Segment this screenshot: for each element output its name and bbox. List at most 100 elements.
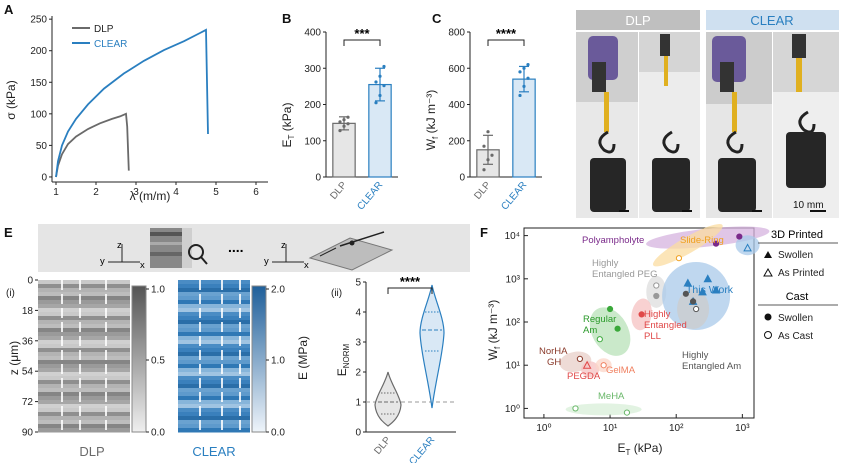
f-legend-swollen-marker [764,251,772,258]
c-point [522,66,526,70]
f-region-slide-ring [652,224,723,267]
e-dlp-map-row [38,424,130,429]
b-ytick-label: 200 [304,100,321,111]
f-point-polyampholyte [712,240,720,247]
e-dlp-map-row [38,312,130,317]
e-dlp-map-row [38,360,130,365]
a-xtick-label: 3 [133,187,139,198]
b-ytick-label: 0 [315,173,321,184]
f-ytick-label: 10⁴ [505,231,520,242]
ev-violin-dlp [374,371,402,427]
d-clear-header: CLEAR [750,13,793,28]
e-modulus-maps: 1.0 0.5 0.0 2.0 1.0 0.0 0 18 36 54 72 90 [22,276,285,439]
f-point-this-work [683,278,693,287]
panel-b: B 0 100 200 300 400 DLP CLEAR *** ET (kPa) [280,11,398,212]
e-dlp-map-row [38,340,130,345]
e-colorbar-2 [251,285,267,433]
f-region-highly-entangled-peg [646,275,667,308]
b-bar-dlp [332,122,356,178]
e-clear-map-row [178,340,250,345]
a-series-dlp [55,112,130,178]
ev-ytick-label: 1 [355,398,361,409]
d-scale-bar-2 [682,210,692,212]
e-ztick-label: 36 [22,336,34,347]
f-label-regular-1: Regular [583,314,616,325]
panel-letter-f: F [480,225,488,240]
f-legend-as-cast: As Cast [778,331,813,342]
e-clear-map-row [178,364,250,369]
f-region-regular-am [589,307,631,356]
e-cb1-tick: 0.0 [151,428,165,439]
f-label-this-work: This Work [686,284,734,296]
d-scale-label: 10 mm [793,200,824,211]
b-sig-stars: *** [354,26,370,41]
b-point [346,115,350,119]
b-xtick-label: CLEAR [355,180,385,213]
e-clear-map-row [178,328,250,333]
e-dlp-map-row [38,364,130,369]
panel-letter-e: E [4,225,13,240]
e-dlp-map-row [38,416,130,421]
ev-ytick-label: 3 [355,338,361,349]
e-dlp-map-row [38,308,130,313]
ev-ytick-label: 0 [355,428,361,439]
e-axis-z2: z [281,240,286,251]
e-dlp-map-row [38,284,130,289]
e-ztick-label: 90 [22,428,34,439]
e-dlp-map-row [38,408,130,413]
f-legend-title-cast: Cast [786,291,809,303]
e-clear-map-row [178,320,250,325]
e-dlp-map-row [38,376,130,381]
f-xtick-label: 10² [669,423,684,434]
e-axis-x1: x [140,260,145,271]
d-photo-dlp-after [639,32,700,218]
magnifier-icon [188,244,208,265]
c-point [486,130,490,134]
d-photo-clear-after [773,32,839,218]
e-ztick-label: 54 [22,367,34,378]
e-elabel: E (MPa) [296,336,310,380]
panel-letter-c: C [432,11,442,26]
f-point-regular-am [614,325,621,332]
a-xtick-label: 1 [53,187,59,198]
f-ytick-label: 10² [506,318,521,329]
d-photo-dlp-before [576,32,638,218]
f-point-highly-entangled-am [689,298,697,305]
c-ytick-label: 400 [448,100,465,111]
f-ylabel: Wf (kJ m⁻³) [486,300,502,361]
b-ylabel: ET (kPa) [280,103,296,148]
c-point [482,144,486,148]
e-violin-plot: 0 1 2 3 4 5 DLP CLEAR **** [355,274,456,463]
e-clear-map-row [178,428,250,433]
b-sig-bracket [343,39,381,46]
e-dlp-map-row [38,428,130,433]
f-point-this-work [743,243,752,252]
d-scale-bar-3 [752,210,762,212]
f-legend-as-cast-marker [764,331,772,339]
e-dlp-map-row [38,380,130,385]
c-point [518,93,522,98]
ev-violin-clear [419,284,445,409]
e-axis-x2: x [304,260,309,271]
e-violin-ylabel: ENORM [335,343,351,376]
d-photo-clear-before [706,32,772,218]
ev-ytick-label: 5 [355,278,361,289]
b-ytick-label: 100 [304,136,321,147]
f-point-highly-entangled-am [682,290,689,297]
e-clear-map-row [178,388,250,393]
f-point-gelma [600,362,607,369]
f-label-polyampholyte: Polyampholyte [582,235,644,246]
e-dlp-map-row [38,280,130,285]
f-ytick-label: 10⁰ [505,404,520,415]
f-label-hepll-2: Entangled [644,320,687,331]
e-dlp-map-row [38,368,130,373]
e-schematic-banner [38,224,470,272]
e-dlp-map-row [38,336,130,341]
f-point-meha [572,405,579,412]
e-dlp-map-row [38,304,130,309]
ev-xtick-label: DLP [372,435,393,457]
b-point [342,124,346,128]
e-clear-map-row [178,412,250,417]
e-clear-map-row [178,416,250,421]
